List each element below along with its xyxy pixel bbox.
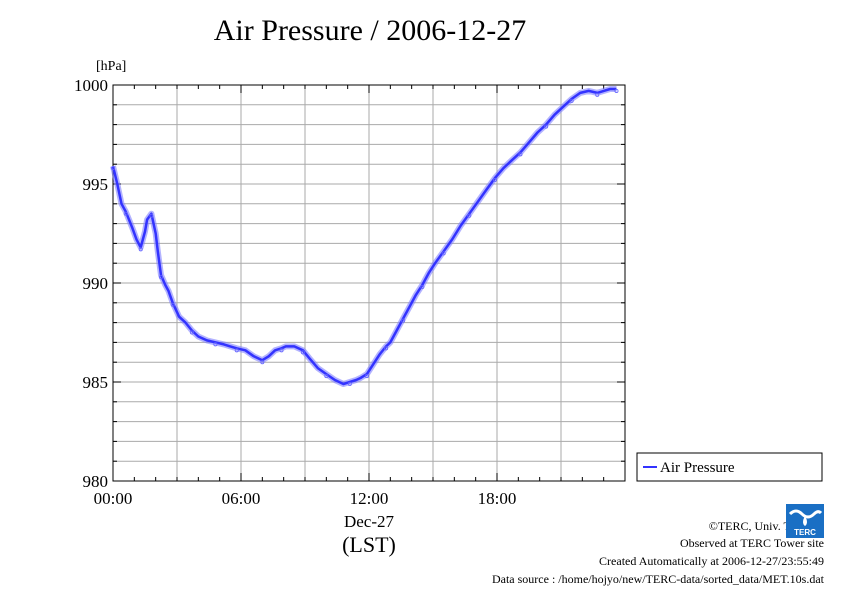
data-point xyxy=(111,166,116,171)
legend-box xyxy=(636,452,823,482)
x-axis-label: (LST) xyxy=(342,532,396,557)
terc-logo: TERC xyxy=(786,504,824,538)
data-point xyxy=(595,92,600,97)
data-point xyxy=(401,318,406,323)
data-point xyxy=(364,374,369,379)
data-point xyxy=(260,360,265,365)
data-point xyxy=(347,381,352,386)
y-axis-label: [hPa] xyxy=(96,59,126,74)
data-point xyxy=(213,342,218,347)
data-point xyxy=(138,247,143,252)
x-tick-label: 00:00 xyxy=(94,489,133,508)
x-date-label: Dec-27 xyxy=(344,512,395,531)
data-point xyxy=(324,374,329,379)
data-point xyxy=(544,124,549,129)
data-point xyxy=(569,98,574,103)
data-point xyxy=(123,211,128,216)
data-point xyxy=(467,213,472,218)
data-point xyxy=(441,251,446,256)
y-tick-label: 995 xyxy=(83,175,109,194)
series-halo xyxy=(110,86,617,387)
data-point xyxy=(518,152,523,157)
logo-drop xyxy=(803,516,807,526)
logo-text: TERC xyxy=(794,528,816,537)
legend-entry: Air Pressure xyxy=(660,460,735,476)
footer-site: Observed at TERC Tower site xyxy=(679,536,824,550)
data-point xyxy=(158,275,163,280)
data-point xyxy=(149,213,154,218)
footer-source: Data source : /home/hojyo/new/TERC-data/… xyxy=(491,572,824,586)
data-point xyxy=(234,348,239,353)
data-point xyxy=(170,302,175,307)
x-tick-label: 06:00 xyxy=(222,489,261,508)
data-point xyxy=(614,88,619,93)
data-point xyxy=(279,348,284,353)
logo-wave xyxy=(788,509,823,519)
x-tick-label: 18:00 xyxy=(478,489,517,508)
y-tick-label: 980 xyxy=(83,472,109,491)
chart-title: Air Pressure / 2006-12-27 xyxy=(213,14,527,47)
data-point xyxy=(384,346,389,351)
y-tick-label: 985 xyxy=(83,373,109,392)
data-point xyxy=(189,330,194,335)
series-line-air-pressure xyxy=(111,87,617,386)
data-point xyxy=(420,284,425,289)
data-point xyxy=(300,350,305,355)
data-point xyxy=(492,178,497,183)
y-tick-label: 990 xyxy=(83,274,109,293)
y-tick-label: 1000 xyxy=(74,76,108,95)
footer-created: Created Automatically at 2006-12-27/23:5… xyxy=(599,554,824,568)
x-tick-label: 12:00 xyxy=(350,489,389,508)
